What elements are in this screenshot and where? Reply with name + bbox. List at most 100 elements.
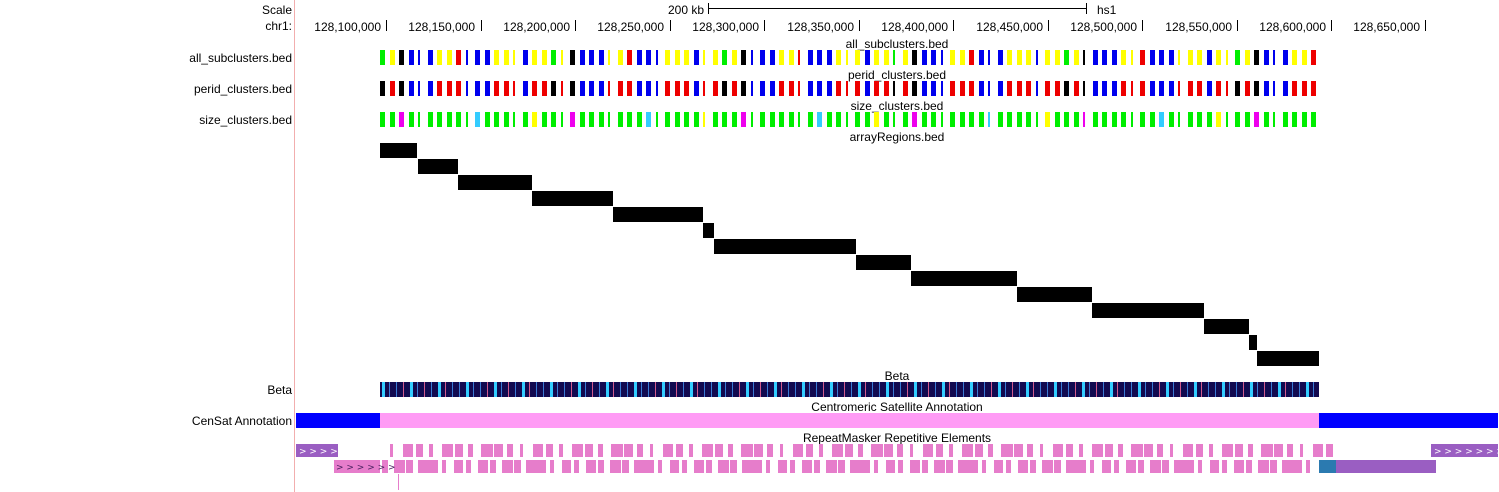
feature-all-subclusters <box>1292 50 1297 65</box>
feature-perid-clusters <box>732 81 737 96</box>
ruler-tick <box>575 20 576 31</box>
feature-perid-clusters <box>694 81 699 96</box>
beta-mark <box>942 382 945 397</box>
rmsk-element <box>1079 444 1083 457</box>
feature-size-clusters <box>1121 112 1126 127</box>
beta-mark <box>1019 382 1020 397</box>
scale-bar-right-cap <box>1086 3 1087 14</box>
beta-mark <box>648 382 649 397</box>
feature-size-clusters <box>1150 112 1155 127</box>
rmsk-element <box>898 460 903 473</box>
feature-perid-clusters <box>817 81 822 96</box>
feature-size-clusters <box>1264 112 1269 127</box>
feature-size-clusters <box>1045 112 1050 127</box>
rmsk-element <box>1030 460 1036 473</box>
track-label-all-subclusters[interactable]: all_subclusters.bed <box>189 51 292 65</box>
rmsk-element <box>1092 444 1103 457</box>
feature-all-subclusters <box>1121 50 1126 65</box>
beta-mark <box>809 382 810 397</box>
feature-all-subclusters <box>988 50 990 65</box>
rmsk-element <box>559 444 563 457</box>
feature-all-subclusters <box>1064 50 1069 65</box>
beta-mark <box>578 382 581 397</box>
beta-mark <box>676 382 677 397</box>
rmsk-element <box>1144 444 1153 457</box>
beta-mark <box>823 382 824 397</box>
feature-perid-clusters <box>1121 81 1126 96</box>
ruler-tick-label: 128,400,000 <box>881 20 948 34</box>
rmsk-element <box>334 460 380 473</box>
rmsk-element <box>1042 460 1053 473</box>
beta-mark <box>732 382 733 397</box>
feature-size-clusters <box>1036 112 1038 127</box>
beta-mark <box>1313 382 1314 397</box>
feature-perid-clusters <box>447 81 452 96</box>
feature-size-clusters <box>523 112 528 127</box>
feature-size-clusters <box>884 112 889 127</box>
feature-perid-clusters <box>542 81 547 96</box>
rmsk-element <box>610 460 621 473</box>
rmsk-element <box>403 444 413 457</box>
beta-mark <box>613 382 614 397</box>
feature-perid-clusters <box>1235 81 1240 96</box>
beta-mark <box>739 382 740 397</box>
feature-size-clusters <box>998 112 1003 127</box>
feature-all-subclusters <box>1017 50 1022 65</box>
feature-size-clusters <box>599 112 604 127</box>
feature-perid-clusters <box>722 81 727 96</box>
beta-mark <box>851 382 852 397</box>
rmsk-element <box>780 444 783 457</box>
feature-size-clusters <box>1283 112 1288 127</box>
feature-size-clusters <box>399 112 404 127</box>
beta-mark <box>900 382 901 397</box>
beta-mark <box>473 382 474 397</box>
beta-mark <box>466 382 469 397</box>
rmsk-element <box>546 444 553 457</box>
feature-size-clusters <box>798 112 800 127</box>
rmsk-element <box>1054 460 1061 473</box>
feature-size-clusters <box>637 112 642 127</box>
rmsk-element <box>874 460 878 473</box>
feature-perid-clusters <box>770 81 775 96</box>
feature-all-subclusters <box>1150 50 1155 65</box>
track-label-censat[interactable]: CenSat Annotation <box>191 414 292 428</box>
feature-size-clusters <box>827 112 832 127</box>
rmsk-element <box>754 444 763 457</box>
ruler-tick-label: 128,200,000 <box>503 20 570 34</box>
rmsk-element <box>390 444 393 457</box>
rmsk-element <box>1114 460 1119 473</box>
feature-size-clusters <box>456 112 461 127</box>
rmsk-element <box>886 460 895 473</box>
rmsk-element <box>1105 444 1113 457</box>
track-label-perid-clusters[interactable]: perid_clusters.bed <box>193 82 292 96</box>
rmsk-element <box>1102 460 1111 473</box>
feature-perid-clusters <box>1216 81 1221 96</box>
feature-all-subclusters <box>703 50 705 65</box>
beta-mark <box>410 382 413 397</box>
feature-all-subclusters <box>1178 50 1180 65</box>
feature-perid-clusters <box>1083 81 1085 96</box>
feature-size-clusters <box>656 112 658 127</box>
beta-mark <box>767 382 768 397</box>
feature-array-region <box>458 175 532 190</box>
feature-size-clusters <box>808 112 813 127</box>
feature-size-clusters <box>409 112 414 127</box>
track-title-censat: Centromeric Satellite Annotation <box>811 400 983 414</box>
feature-all-subclusters <box>542 50 547 65</box>
beta-mark <box>802 382 805 397</box>
feature-all-subclusters <box>950 50 955 65</box>
track-label-beta[interactable]: Beta <box>267 383 292 397</box>
track-label-size-clusters[interactable]: size_clusters.bed <box>199 113 292 127</box>
ruler-tick <box>1237 20 1238 31</box>
feature-all-subclusters <box>380 50 385 65</box>
ruler-tick <box>859 20 860 31</box>
rmsk-element <box>826 460 837 473</box>
feature-size-clusters <box>1178 112 1180 127</box>
rmsk-element <box>1066 444 1073 457</box>
feature-all-subclusters <box>504 50 509 65</box>
rmsk-element <box>730 460 737 473</box>
beta-mark <box>725 382 726 397</box>
feature-all-subclusters <box>979 50 984 65</box>
